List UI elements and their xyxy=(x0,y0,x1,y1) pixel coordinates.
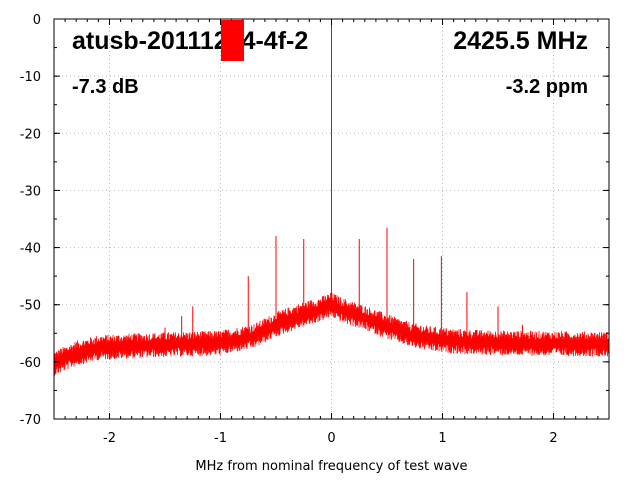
x-tick-label: -2 xyxy=(103,431,116,446)
spectrum-trace-layer xyxy=(53,19,610,376)
frequency-title: 2425.5 MHz xyxy=(453,27,588,55)
device-title: atusb-20111214-4f-2 xyxy=(72,27,309,55)
y-tick-label: 0 xyxy=(33,13,41,28)
level-label: -7.3 dB xyxy=(72,76,139,98)
y-tick-label: -50 xyxy=(20,299,41,314)
y-tick-label: -60 xyxy=(20,356,41,371)
y-tick-label: -20 xyxy=(20,127,41,142)
y-tick-label: -10 xyxy=(20,70,41,85)
x-tick-label: -1 xyxy=(214,431,227,446)
tick-labels: -2 -1 0 1 20-10-20-30-40-50-60-70 xyxy=(20,13,558,446)
x-tick-label: 2 xyxy=(549,431,557,446)
tick-marks xyxy=(53,18,610,420)
y-tick-label: -40 xyxy=(20,242,41,257)
x-tick-label: 0 xyxy=(327,431,335,446)
offset-label: -3.2 ppm xyxy=(505,76,588,98)
y-tick-label: -70 xyxy=(20,413,41,428)
y-tick-label: -30 xyxy=(20,184,41,199)
red-marker xyxy=(221,20,244,61)
x-axis-label: MHz from nominal frequency of test wave xyxy=(195,459,467,474)
x-tick-label: 1 xyxy=(438,431,446,446)
